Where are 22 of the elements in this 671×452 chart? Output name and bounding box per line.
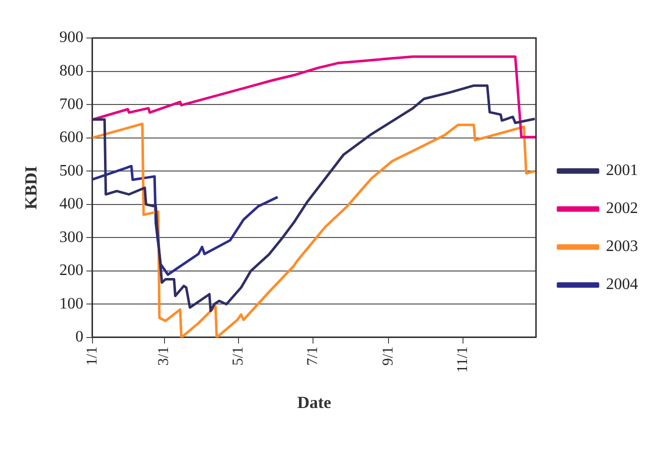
y-axis-title: KBDI [22, 166, 41, 210]
y-tick-label: 0 [75, 328, 84, 346]
legend-label: 2002 [606, 200, 638, 218]
y-tick-label: 500 [59, 162, 84, 180]
legend-label: 2001 [606, 162, 638, 180]
legend-label: 2003 [606, 238, 638, 256]
x-tick-label: 1/1 [84, 346, 100, 366]
legend-label: 2004 [606, 276, 638, 294]
y-tick-label: 900 [59, 29, 84, 46]
x-tick-label: 5/1 [230, 346, 247, 366]
y-tick-label: 600 [59, 129, 84, 146]
x-axis-title: Date [297, 393, 332, 412]
y-tick-label: 200 [59, 262, 84, 280]
x-tick-label: 3/1 [156, 346, 172, 366]
y-tick-label: 300 [59, 228, 84, 246]
y-tick-label: 800 [59, 62, 84, 80]
y-tick-label: 100 [59, 295, 84, 312]
y-tick-label: 400 [59, 196, 84, 213]
x-tick-label: 9/1 [380, 346, 396, 366]
x-tick-label: 11/1 [454, 346, 471, 373]
y-tick-label: 700 [59, 96, 84, 113]
x-tick-label: 7/1 [304, 346, 321, 366]
